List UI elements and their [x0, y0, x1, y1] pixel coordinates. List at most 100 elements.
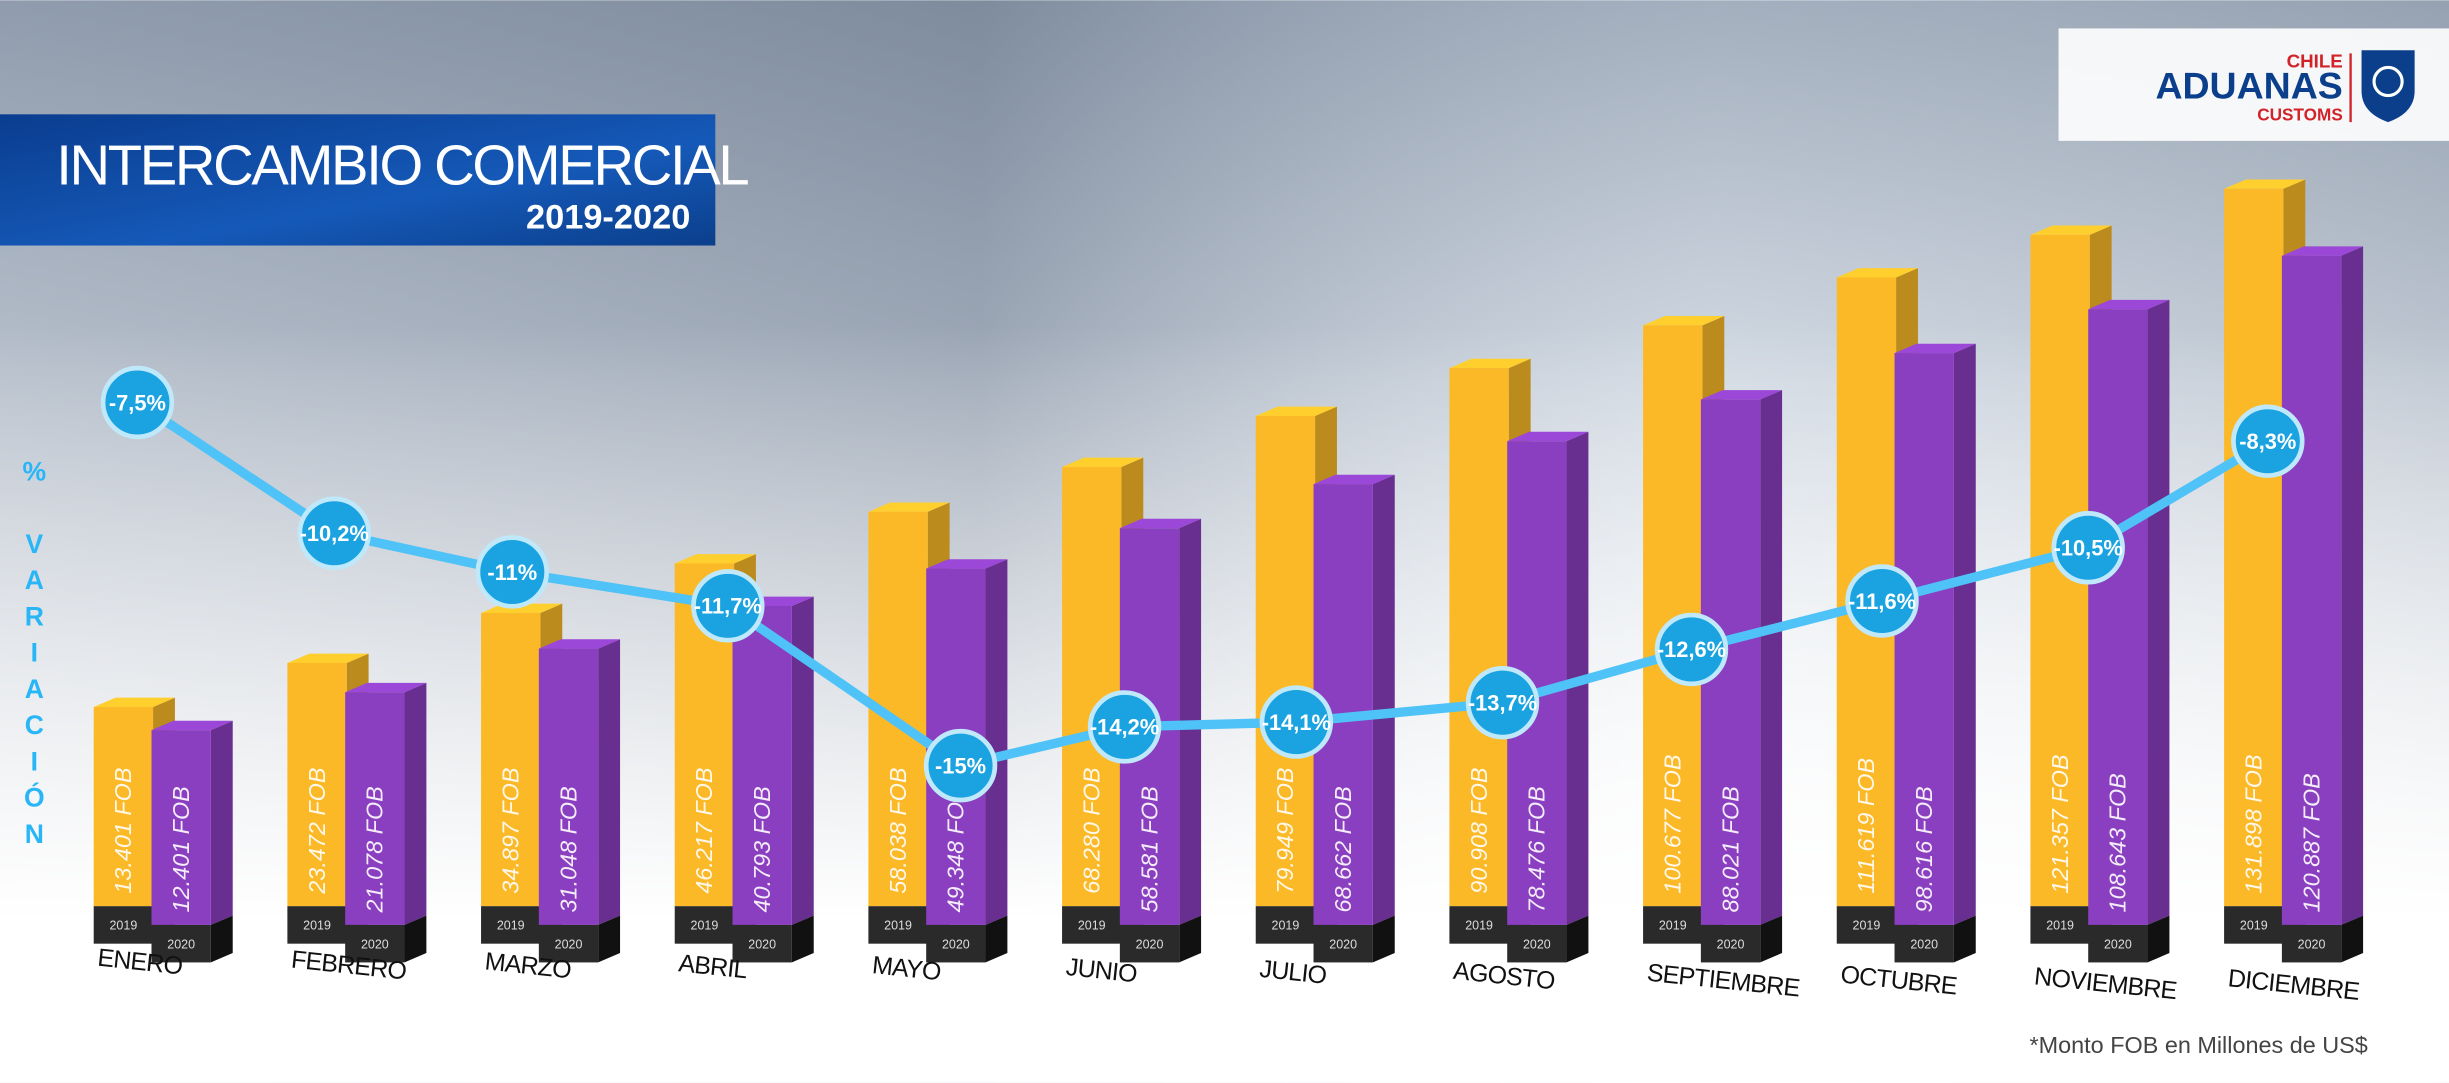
bar-year-label: 2020 [167, 937, 195, 951]
bar-foot [1836, 906, 1897, 944]
bar [732, 605, 792, 925]
bar-top [1119, 518, 1202, 529]
data-label: 90.908 FOB [1466, 767, 1492, 893]
bar-year-label: 2019 [691, 919, 719, 933]
line-point [1465, 665, 1540, 740]
line-data-label: -11,7% [694, 594, 762, 619]
bar-top [2088, 299, 2170, 310]
data-label: 31.048 FOB [555, 786, 581, 912]
bar-year-label: 2019 [1853, 919, 1881, 933]
bar-foot [538, 924, 599, 963]
bar-side [791, 596, 814, 925]
bar [287, 662, 347, 907]
y2-axis-label: % VARIACIÓN [19, 456, 49, 855]
bar-year-label: 2020 [1136, 937, 1164, 951]
line-point [475, 535, 549, 609]
bar [481, 613, 541, 907]
bar-top [287, 653, 369, 663]
x-tick-label: ABRIL [677, 949, 749, 984]
bar-foot [2281, 924, 2342, 963]
bar-foot-side [985, 915, 1008, 963]
bar-year-label: 2019 [1465, 919, 1493, 933]
bar-year-label: 2020 [942, 937, 970, 951]
data-label: 79.949 FOB [1272, 767, 1298, 893]
bar-side [1760, 390, 1783, 925]
bar-top [674, 554, 756, 564]
bar-foot-side [1372, 915, 1395, 963]
bar [1062, 467, 1122, 907]
bar-top [868, 502, 950, 512]
bar-year-label: 2020 [1523, 937, 1551, 951]
bar-foot [1062, 906, 1122, 944]
bar-foot [1255, 906, 1316, 944]
bar-top [1062, 457, 1144, 468]
data-label: 58.038 FOB [885, 767, 911, 893]
bar-foot-side [1953, 915, 1976, 963]
footnote: *Monto FOB en Millones de US$ [2030, 1032, 2368, 1058]
bar-year-label: 2020 [2104, 937, 2132, 951]
bar-foot [926, 924, 986, 963]
data-label: 100.677 FOB [1660, 754, 1686, 893]
bar-side [1372, 474, 1395, 925]
bar-year-label: 2019 [1659, 919, 1687, 933]
bar-side [404, 682, 427, 925]
bar [1255, 415, 1316, 907]
line-point [1259, 685, 1334, 759]
data-label: 98.616 FOB [1911, 786, 1937, 912]
line-point [1087, 690, 1162, 764]
logo-bottom: CUSTOMS [2257, 105, 2343, 125]
bar-foot [1700, 924, 1761, 963]
data-label: 68.662 FOB [1330, 786, 1356, 912]
data-label: 40.793 FOB [749, 786, 775, 912]
bar-side [985, 559, 1008, 925]
line-point [691, 569, 765, 643]
bar [1449, 368, 1509, 907]
bar-top [538, 639, 621, 649]
bar-foot [151, 924, 211, 963]
data-label: 49.348 FOB [943, 786, 969, 912]
line-data-label: -11% [487, 560, 537, 585]
line-point [297, 496, 371, 570]
data-label: 111.619 FOB [1853, 758, 1879, 894]
bar [2281, 255, 2342, 925]
line-data-label: -14,2% [1090, 715, 1159, 740]
line-data-label: -10,2% [300, 521, 369, 546]
bar-foot [868, 906, 928, 944]
bar-top [1313, 474, 1395, 485]
line-data-label: -12,6% [1657, 637, 1726, 662]
logo-shield [2361, 50, 2415, 123]
bar-top [345, 682, 427, 693]
bar-foot-side [1760, 915, 1783, 963]
chart-subtitle: 2019-2020 [526, 198, 690, 236]
bar-foot-side [598, 915, 621, 963]
bar-year-label: 2019 [2240, 919, 2268, 933]
bar-year-label: 2020 [555, 937, 583, 951]
bar-year-label: 2020 [1717, 937, 1745, 951]
bar-top [2281, 246, 2364, 256]
bar-foot [1643, 906, 1703, 944]
bar-year-label: 2019 [1272, 919, 1300, 933]
bar-foot-side [2341, 915, 2364, 963]
x-tick-label: MAYO [871, 951, 942, 986]
data-label: 13.401 FOB [110, 767, 136, 893]
bar-top [2224, 179, 2306, 189]
data-label: 108.643 FOB [2105, 773, 2131, 912]
bar-top [1255, 406, 1337, 416]
bar-top [1507, 431, 1589, 442]
line-point [1654, 612, 1729, 687]
line-data-label: -8,3% [2239, 429, 2296, 454]
bar [93, 707, 154, 907]
logo-brand: ADUANAS [2155, 65, 2342, 107]
bar-top [1643, 315, 1725, 326]
data-label: 88.021 FOB [1717, 786, 1743, 912]
bar-year-label: 2019 [2046, 919, 2074, 933]
bar [1894, 353, 1954, 925]
bar [151, 730, 211, 925]
bar-foot [345, 924, 405, 963]
x-tick-label: JULIO [1258, 955, 1328, 990]
bar-side [598, 639, 621, 925]
bar-side [2147, 299, 2170, 925]
bar-top [93, 697, 175, 708]
